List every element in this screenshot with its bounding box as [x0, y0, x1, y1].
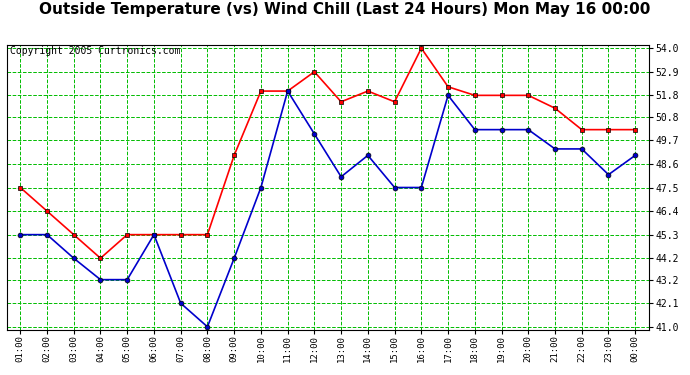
Text: Copyright 2005 Curtronics.com: Copyright 2005 Curtronics.com	[10, 46, 181, 56]
Text: Outside Temperature (vs) Wind Chill (Last 24 Hours) Mon May 16 00:00: Outside Temperature (vs) Wind Chill (Las…	[39, 2, 651, 17]
